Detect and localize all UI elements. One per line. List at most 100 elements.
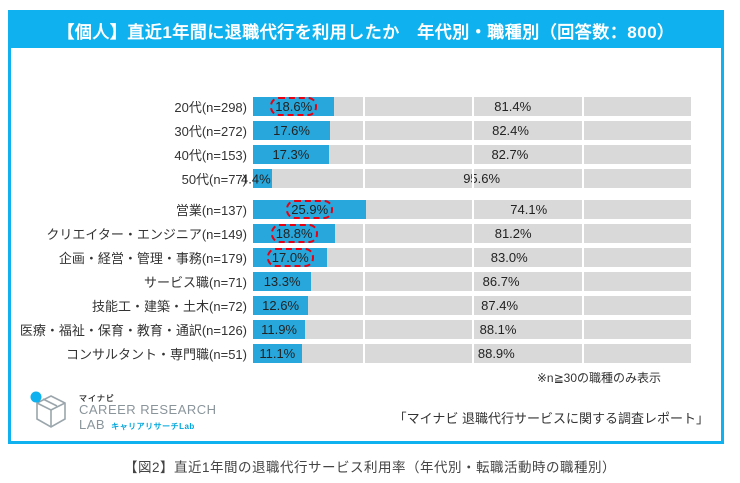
gridline bbox=[472, 296, 474, 315]
cube-logo-icon bbox=[29, 388, 73, 439]
rest-value: 83.0% bbox=[490, 250, 528, 265]
chart-title: 【個人】直近1年間に退職代行を利用したか 年代別・職種別（回答数：800） bbox=[11, 13, 721, 48]
brand-name-line2: LAB bbox=[79, 417, 106, 433]
rest-value: 86.7% bbox=[482, 274, 520, 289]
job-group-rows: 営業(n=137) 25.9% 74.1% クリエイター・エンジニア(n=149) 18… bbox=[11, 200, 691, 363]
brand-name-line1: CAREER RESEARCH bbox=[79, 402, 217, 418]
chart-note: ※n≧30の職種のみ表示 bbox=[536, 371, 661, 385]
bar-track: 13.3% 86.7% bbox=[253, 272, 691, 291]
chart-row: 営業(n=137) 25.9% 74.1% bbox=[11, 200, 691, 219]
gridline bbox=[472, 145, 474, 164]
row-label: 50代(n=77) bbox=[181, 172, 247, 187]
gridline bbox=[472, 169, 474, 188]
gridline bbox=[472, 200, 474, 219]
bar-track: 11.1% 88.9% bbox=[253, 344, 691, 363]
used-value: 12.6% bbox=[262, 298, 300, 313]
brand-logo-text: マイナビ CAREER RESEARCH LAB キャリアリサーチLab bbox=[79, 394, 217, 433]
used-value-highlighted: 17.0% bbox=[266, 248, 314, 267]
row-label: 30代(n=272) bbox=[174, 124, 247, 139]
row-label: クリエイター・エンジニア(n=149) bbox=[46, 227, 247, 242]
stacked-bar-chart: 20代(n=298) 18.6% 81.4% 30代(n=272) 17.6% 82.4%… bbox=[11, 48, 721, 386]
gridline bbox=[472, 320, 474, 339]
chart-row: 30代(n=272) 17.6% 82.4% bbox=[11, 121, 691, 140]
gridline bbox=[472, 224, 474, 243]
bar-track: 17.0% 83.0% bbox=[253, 248, 691, 267]
used-value: 17.6% bbox=[273, 123, 310, 138]
bar-used-segment: 11.1% bbox=[253, 344, 302, 363]
bar-used-segment: 25.9% bbox=[253, 200, 367, 219]
gridline bbox=[581, 97, 584, 116]
used-value: 11.1% bbox=[259, 346, 296, 361]
row-label: 20代(n=298) bbox=[174, 100, 247, 115]
row-label: コンサルタント・専門職(n=51) bbox=[66, 347, 247, 362]
chart-row: 医療・福祉・保育・教育・通訳(n=126) 11.9% 88.1% bbox=[11, 320, 691, 339]
rest-value: 82.7% bbox=[491, 147, 529, 162]
bar-rest-segment: 86.7% bbox=[311, 272, 691, 291]
bar-used-segment: 4.4% bbox=[241, 169, 273, 188]
gridline bbox=[362, 320, 365, 339]
gridline bbox=[362, 121, 365, 140]
rest-value: 95.6% bbox=[463, 171, 501, 186]
gridline bbox=[581, 344, 584, 363]
brand-name-sub: キャリアリサーチLab bbox=[111, 422, 195, 432]
bar-track: 4.4% 95.6% bbox=[241, 169, 691, 188]
bar-rest-segment: 82.4% bbox=[330, 121, 691, 140]
row-label: 技能工・建築・土木(n=72) bbox=[92, 299, 247, 314]
gridline bbox=[472, 248, 474, 267]
chart-row: 50代(n=77) 4.4% 95.6% bbox=[11, 169, 691, 188]
gridline bbox=[581, 121, 584, 140]
bar-rest-segment: 88.1% bbox=[305, 320, 691, 339]
chart-row: 20代(n=298) 18.6% 81.4% bbox=[11, 97, 691, 116]
bar-track: 18.8% 81.2% bbox=[253, 224, 691, 243]
bar-rest-segment: 83.0% bbox=[327, 248, 691, 267]
bar-used-segment: 17.6% bbox=[253, 121, 331, 140]
gridline bbox=[581, 145, 584, 164]
rest-value: 87.4% bbox=[481, 298, 519, 313]
used-value: 13.3% bbox=[263, 274, 301, 289]
gridline bbox=[362, 344, 365, 363]
row-label: サービス職(n=71) bbox=[144, 275, 247, 290]
used-value: 11.9% bbox=[261, 322, 297, 337]
brand-name-jp: マイナビ bbox=[79, 393, 115, 403]
gridline bbox=[472, 97, 474, 116]
row-label: 営業(n=137) bbox=[175, 203, 247, 218]
bar-used-segment: 18.6% bbox=[253, 97, 335, 116]
gridline bbox=[581, 320, 584, 339]
used-value: 4.4% bbox=[241, 171, 271, 186]
bar-rest-segment: 88.9% bbox=[301, 344, 691, 363]
bar-track: 12.6% 87.4% bbox=[253, 296, 691, 315]
bar-rest-segment: 82.7% bbox=[328, 145, 691, 164]
gridline bbox=[472, 272, 474, 291]
bar-used-segment: 12.6% bbox=[253, 296, 309, 315]
row-label: 企画・経営・管理・事務(n=179) bbox=[58, 251, 247, 266]
row-label: 40代(n=153) bbox=[174, 148, 247, 163]
gridline bbox=[581, 200, 584, 219]
rest-value: 74.1% bbox=[510, 202, 548, 217]
bar-rest-segment: 95.6% bbox=[272, 169, 691, 188]
chart-row: 技能工・建築・土木(n=72) 12.6% 87.4% bbox=[11, 296, 691, 315]
bar-used-segment: 11.9% bbox=[253, 320, 306, 339]
bar-rest-segment: 87.4% bbox=[308, 296, 691, 315]
chart-row: 企画・経営・管理・事務(n=179) 17.0% 83.0% bbox=[11, 248, 691, 267]
rest-value: 81.2% bbox=[494, 226, 532, 241]
bar-track: 17.3% 82.7% bbox=[253, 145, 691, 164]
chart-row: サービス職(n=71) 13.3% 86.7% bbox=[11, 272, 691, 291]
chart-row: クリエイター・エンジニア(n=149) 18.8% 81.2% bbox=[11, 224, 691, 243]
rest-value: 88.1% bbox=[479, 322, 517, 337]
row-label: 医療・福祉・保育・教育・通訳(n=126) bbox=[19, 323, 247, 338]
gridline bbox=[362, 97, 365, 116]
gridline bbox=[362, 169, 365, 188]
gridline bbox=[362, 224, 365, 243]
gridline bbox=[581, 169, 584, 188]
gridline bbox=[581, 272, 584, 291]
figure-caption: 【図2】直近1年間の退職代行サービス利用率（年代別・転職活動時の職種別） bbox=[123, 460, 616, 475]
gridline bbox=[362, 272, 365, 291]
rest-value: 82.4% bbox=[492, 123, 529, 138]
age-group-rows: 20代(n=298) 18.6% 81.4% 30代(n=272) 17.6% 82.4%… bbox=[11, 97, 691, 188]
gridline bbox=[472, 121, 474, 140]
bar-used-segment: 17.3% bbox=[253, 145, 329, 164]
gridline bbox=[472, 344, 474, 363]
gridline bbox=[581, 224, 584, 243]
gridline bbox=[581, 296, 584, 315]
report-source: 「マイナビ 退職代行サービスに関する調査レポート」 bbox=[393, 411, 709, 426]
